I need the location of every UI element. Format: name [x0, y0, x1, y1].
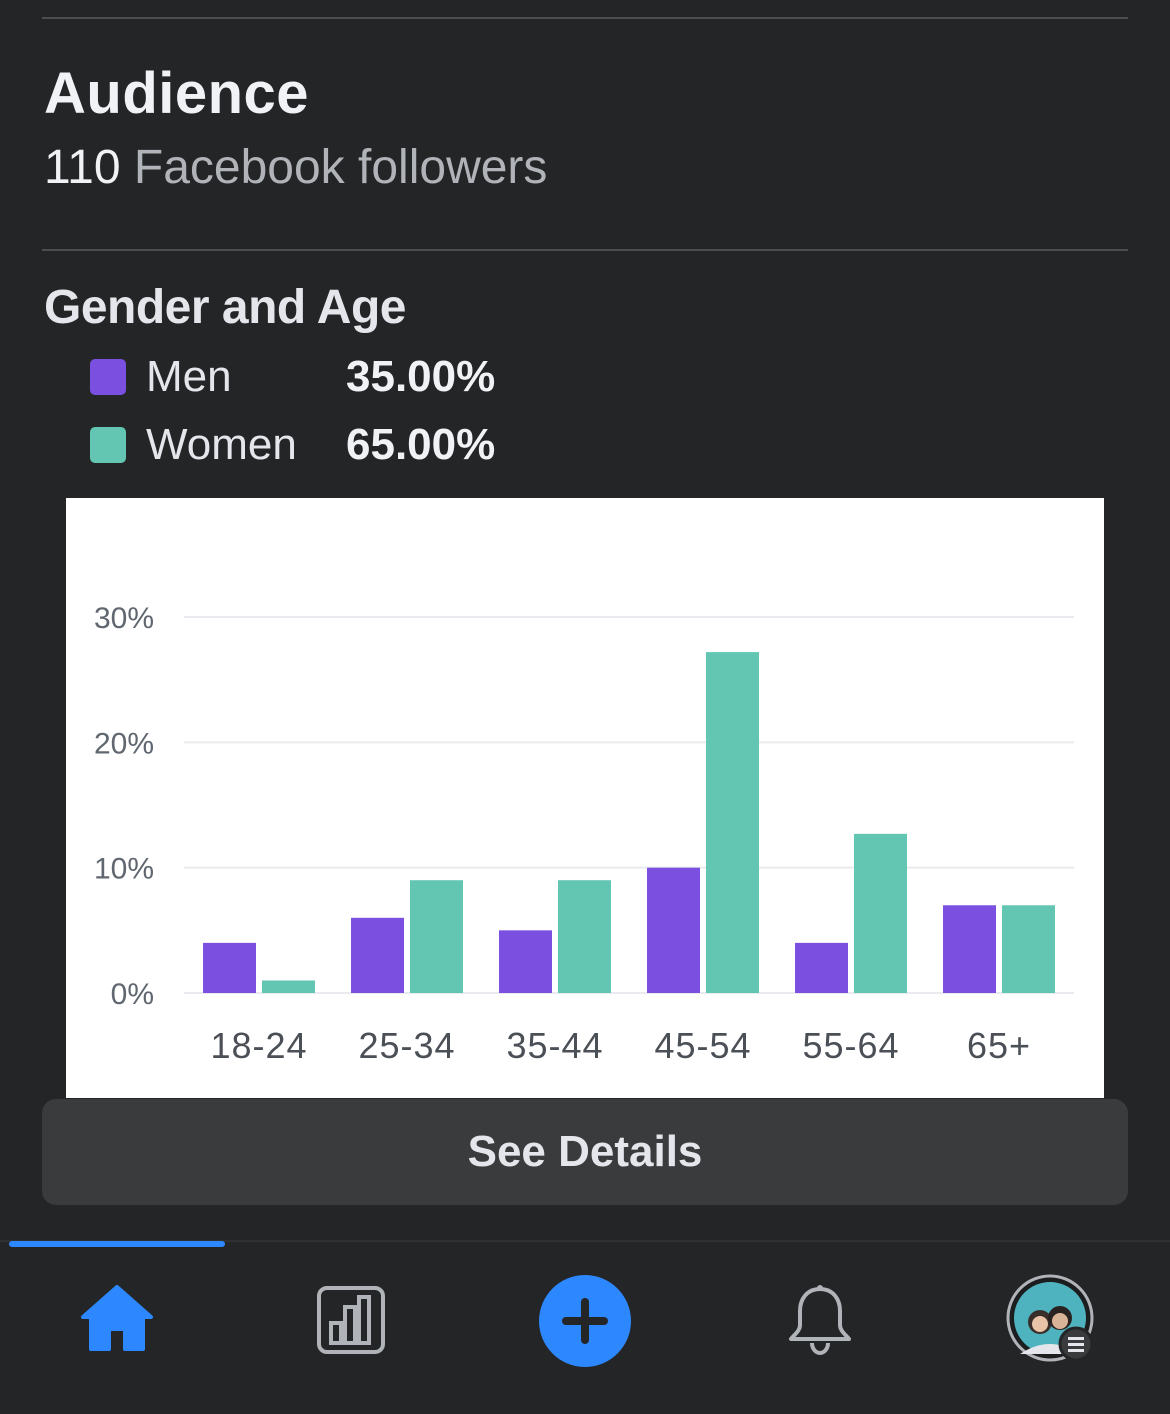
x-tick-label: 65+ — [967, 1025, 1031, 1066]
x-tick-label: 35-44 — [506, 1025, 603, 1066]
bell-icon — [789, 1285, 851, 1356]
y-tick-label: 0% — [111, 978, 154, 1011]
audience-title: Audience — [44, 61, 310, 126]
followers-count: 110 — [44, 141, 121, 194]
bar-women-35-44 — [558, 880, 611, 993]
home-icon — [81, 1285, 153, 1351]
x-tick-label: 45-54 — [654, 1025, 751, 1066]
bar-men-55-64 — [795, 942, 848, 993]
bar-chart: 0% 10% 20% 30% 18-24 25-34 35-44 45-54 55-64 65+ — [94, 602, 1074, 1066]
legend-item-women: Women 65.00% — [90, 420, 495, 470]
legend-value-women: 65.00% — [346, 420, 496, 469]
tab-profile[interactable] — [1006, 1274, 1100, 1368]
y-tick-label: 10% — [94, 853, 154, 886]
x-tick-label: 25-34 — [358, 1025, 455, 1066]
followers-label: Facebook followers — [133, 141, 548, 194]
plus-icon — [539, 1275, 631, 1367]
tab-insights[interactable] — [314, 1284, 388, 1356]
tab-notifications[interactable] — [784, 1282, 856, 1358]
bar-men-25-34 — [351, 917, 404, 993]
x-tick-label: 55-64 — [802, 1025, 899, 1066]
avatar-icon — [1006, 1274, 1094, 1362]
x-tick-label: 18-24 — [210, 1025, 307, 1066]
y-tick-label: 30% — [94, 602, 154, 635]
legend-label-men: Men — [146, 352, 232, 401]
bar-women-65+ — [1002, 905, 1055, 993]
bar-women-18-24 — [262, 980, 315, 993]
bar-men-65+ — [943, 905, 996, 993]
legend-item-men: Men 35.00% — [90, 352, 495, 402]
legend-value-men: 35.00% — [346, 352, 496, 401]
bar-women-25-34 — [410, 880, 463, 993]
gender-age-chart: 0% 10% 20% 30% 18-24 25-34 35-44 45-54 55-64 65+ — [66, 498, 1104, 1098]
bar-chart-icon — [317, 1286, 385, 1354]
gender-age-title: Gender and Age — [44, 281, 406, 334]
bar-men-45-54 — [647, 867, 700, 993]
active-tab-indicator — [9, 1241, 225, 1247]
legend-label-women: Women — [146, 420, 297, 469]
bar-men-18-24 — [203, 942, 256, 993]
bar-women-55-64 — [854, 833, 907, 993]
legend-swatch-women — [90, 427, 126, 463]
section-divider — [42, 249, 1128, 251]
bar-women-45-54 — [706, 652, 759, 993]
y-tick-label: 20% — [94, 727, 154, 760]
top-divider — [42, 17, 1128, 19]
legend-swatch-men — [90, 359, 126, 395]
see-details-button[interactable]: See Details — [42, 1099, 1128, 1205]
followers-summary: 110 Facebook followers — [44, 140, 547, 195]
tab-home[interactable] — [78, 1280, 156, 1356]
bar-men-35-44 — [499, 930, 552, 993]
tab-create[interactable] — [538, 1274, 632, 1368]
